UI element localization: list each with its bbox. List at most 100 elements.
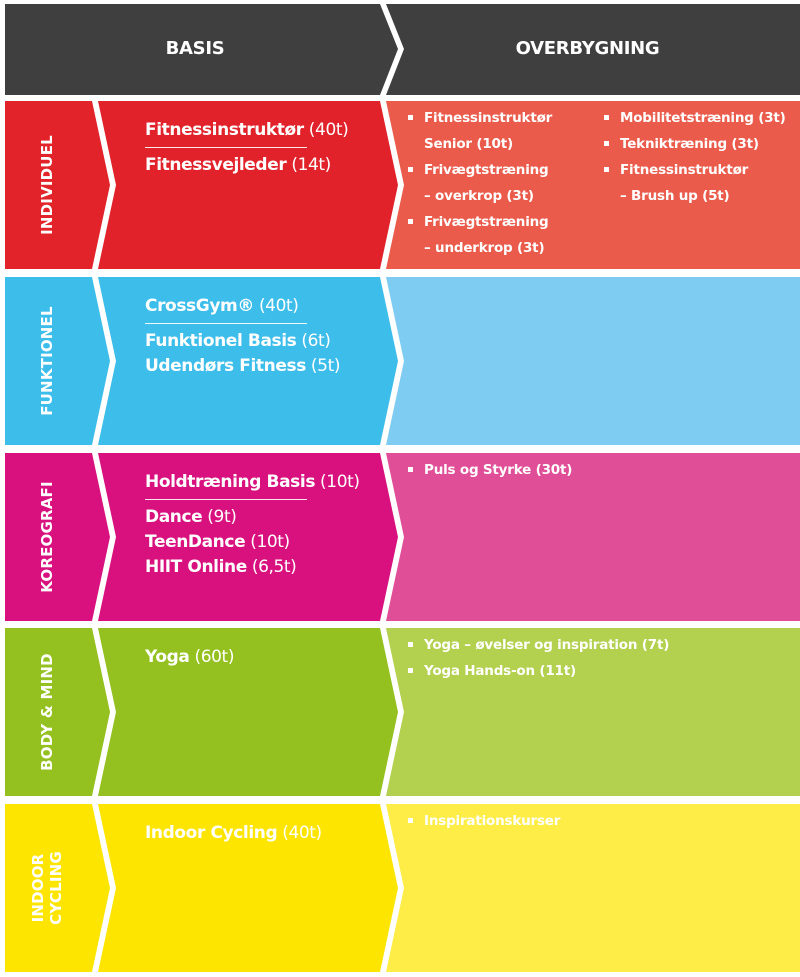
overbygning-course-line: Tekniktræning (3t) <box>620 136 759 152</box>
basis-divider <box>145 147 307 148</box>
course-duration: (5t) <box>305 356 341 376</box>
course-name: TeenDance <box>145 532 246 552</box>
overbygning-course-line: Fitnessinstruktør <box>424 110 553 126</box>
overbygning-course-line: – underkrop (3t) <box>424 240 545 256</box>
overbygning-list-col1-koreografi: Puls og Styrke (30t) <box>404 457 572 483</box>
row-overbygning-band-body_mind <box>386 628 800 796</box>
overbygning-course-line: Mobilitetstræning (3t) <box>620 110 786 126</box>
row-label-band-koreografi <box>5 453 110 621</box>
overbygning-course: Puls og Styrke (30t) <box>404 457 572 483</box>
course-duration: (9t) <box>202 507 237 527</box>
category-label-line: CYCLING <box>47 851 65 925</box>
basis-course: Fitnessvejleder (14t) <box>145 153 370 178</box>
course-name: Udendørs Fitness <box>145 356 306 376</box>
overbygning-course-line: – overkrop (3t) <box>424 188 534 204</box>
basis-list-indoor_cycling: Indoor Cycling (40t) <box>145 821 370 846</box>
overbygning-course: Fitnessinstruktør – Brush up (5t) <box>600 157 786 209</box>
overbygning-course: Tekniktræning (3t) <box>600 131 786 157</box>
basis-course: Dance (9t) <box>145 505 370 530</box>
overbygning-course-line: Frivægtstræning <box>424 214 549 230</box>
overbygning-course: Yoga Hands-on (11t) <box>404 658 669 684</box>
course-name: Holdtræning Basis <box>145 472 316 492</box>
course-duration: (10t) <box>245 532 290 552</box>
header-basis-band <box>5 4 398 95</box>
basis-divider <box>145 323 307 324</box>
course-duration: (40t) <box>303 120 349 140</box>
basis-course: Funktionel Basis (6t) <box>145 329 370 354</box>
overbygning-course-line: Yoga Hands-on (11t) <box>424 663 576 679</box>
category-label-line: FUNKTIONEL <box>38 306 56 416</box>
course-name: Fitnessinstruktør <box>145 120 304 140</box>
row-overbygning-band-individuel <box>386 101 800 269</box>
course-duration: (14t) <box>286 155 331 175</box>
course-duration: (6,5t) <box>246 557 297 577</box>
course-name: Funktionel Basis <box>145 331 297 351</box>
basis-list-individuel: Fitnessinstruktør (40t) Fitnessvejleder (… <box>145 118 370 178</box>
category-label-line: INDOOR <box>29 853 47 923</box>
overbygning-course: Mobilitetstræning (3t) <box>600 105 786 131</box>
course-duration: (60t) <box>189 647 235 667</box>
basis-course: Indoor Cycling (40t) <box>145 821 370 846</box>
basis-course: HIIT Online (6,5t) <box>145 555 370 580</box>
row-label-band-indoor_cycling <box>5 804 110 972</box>
category-label-line: BODY & MIND <box>38 653 56 771</box>
course-name: Yoga <box>145 647 190 667</box>
header-overbygning-band <box>386 4 800 95</box>
row-overbygning-band-indoor_cycling <box>386 804 800 972</box>
basis-course: Udendørs Fitness (5t) <box>145 354 370 379</box>
row-label-band-body_mind <box>5 628 110 796</box>
row-basis-band-individuel <box>98 101 398 269</box>
overbygning-course: Frivægtstræning – underkrop (3t) <box>404 209 552 261</box>
course-duration: (10t) <box>315 472 360 492</box>
overbygning-course-line: Frivægtstræning <box>424 162 549 178</box>
overbygning-list-col2-individuel: Mobilitetstræning (3t) Tekniktræning (3t)… <box>600 105 786 209</box>
course-duration: (40t) <box>277 823 322 843</box>
overbygning-course-line: Inspirationskurser <box>424 813 561 829</box>
course-name: CrossGym® <box>145 296 254 316</box>
row-basis-band-koreografi <box>98 453 398 621</box>
row-basis-band-funktionel <box>98 277 398 445</box>
category-label-koreografi: KOREOGRAFI <box>19 453 75 621</box>
overbygning-course-line: Yoga – øvelser og inspiration (7t) <box>424 637 670 653</box>
row-basis-band-body_mind <box>98 628 398 796</box>
row-label-band-funktionel <box>5 277 110 445</box>
overbygning-course-line: Fitnessinstruktør <box>620 162 749 178</box>
overbygning-course-line: Senior (10t) <box>424 136 513 152</box>
overbygning-course: Frivægtstræning – overkrop (3t) <box>404 157 552 209</box>
basis-list-body_mind: Yoga (60t) <box>145 645 370 670</box>
category-label-line: INDIVIDUEL <box>38 135 57 235</box>
row-overbygning-band-funktionel <box>386 277 800 445</box>
overbygning-course-line: – Brush up (5t) <box>620 188 730 204</box>
course-name: Dance <box>145 507 203 527</box>
basis-course: CrossGym® (40t) <box>145 294 370 319</box>
course-name: HIIT Online <box>145 557 247 577</box>
course-name: Indoor Cycling <box>145 823 278 843</box>
overbygning-course: Fitnessinstruktør Senior (10t) <box>404 105 552 157</box>
header-basis: BASIS <box>165 38 225 59</box>
basis-list-funktionel: CrossGym® (40t) Funktionel Basis (6t) Uden… <box>145 294 370 379</box>
category-label-line: KOREOGRAFI <box>38 481 56 593</box>
course-name: Fitnessvejleder <box>145 155 287 175</box>
category-label-individuel: INDIVIDUEL <box>19 101 75 269</box>
overbygning-list-col1-individuel: Fitnessinstruktør Senior (10t) Frivægtstræ… <box>404 105 552 261</box>
category-label-body_mind: BODY & MIND <box>19 628 75 796</box>
basis-list-koreografi: Holdtræning Basis (10t) Dance (9t) TeenDan… <box>145 470 370 580</box>
basis-course: Fitnessinstruktør (40t) <box>145 118 370 143</box>
overbygning-course: Inspirationskurser <box>404 808 560 834</box>
row-overbygning-band-koreografi <box>386 453 800 621</box>
category-label-funktionel: FUNKTIONEL <box>19 277 75 445</box>
basis-course: Yoga (60t) <box>145 645 370 670</box>
basis-divider <box>145 499 307 500</box>
course-duration: (6t) <box>296 331 331 351</box>
overbygning-list-col1-body_mind: Yoga – øvelser og inspiration (7t) Yoga H… <box>404 632 669 684</box>
overbygning-course: Yoga – øvelser og inspiration (7t) <box>404 632 669 658</box>
overbygning-list-col1-indoor_cycling: Inspirationskurser <box>404 808 560 834</box>
row-label-band-individuel <box>5 101 110 269</box>
basis-course: Holdtræning Basis (10t) <box>145 470 370 495</box>
course-duration: (40t) <box>253 296 299 316</box>
basis-course: TeenDance (10t) <box>145 530 370 555</box>
row-basis-band-indoor_cycling <box>98 804 398 972</box>
category-label-indoor_cycling: INDOOR CYCLING <box>19 804 75 972</box>
overbygning-course-line: Puls og Styrke (30t) <box>424 462 573 478</box>
